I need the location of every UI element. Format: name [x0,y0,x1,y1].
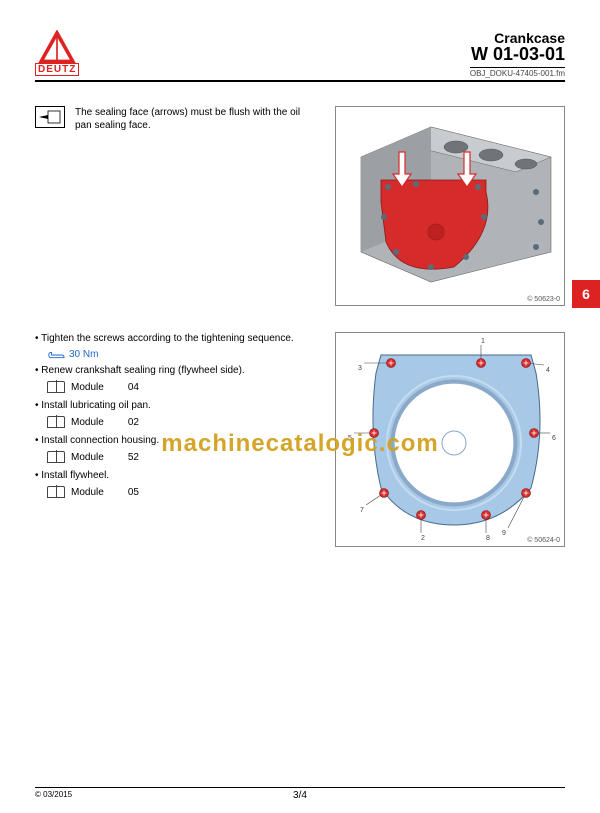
wrench-icon [47,350,65,360]
module-ref: Module 05 [47,486,325,498]
page-header: DEUTZ Crankcase W 01-03-01 OBJ_DOKU-4740… [35,30,565,82]
module-num: 04 [128,382,139,393]
torque-value: 30 Nm [69,349,98,360]
module-num: 52 [128,452,139,463]
svg-text:8: 8 [486,535,490,542]
module-num: 05 [128,487,139,498]
note-text: The sealing face (arrows) must be flush … [75,106,325,306]
instruction-list: Tighten the screws according to the tigh… [35,332,325,504]
module-ref: Module 04 [47,381,325,393]
svg-text:5: 5 [348,435,352,442]
footer-page-number: 3/4 [293,790,307,801]
step-renew-ring: Renew crankshaft sealing ring (flywheel … [35,364,325,377]
svg-text:9: 9 [502,530,506,537]
step-flywheel: Install flywheel. [35,469,325,482]
svg-text:6: 6 [552,435,556,442]
brand-logo: DEUTZ [35,30,79,76]
book-icon [47,381,65,393]
step-tighten: Tighten the screws according to the tigh… [35,332,325,345]
module-ref: Module 52 [47,451,325,463]
book-icon [47,416,65,428]
book-icon [47,486,65,498]
figure-1-caption: © 50623-0 [527,296,560,303]
header-right: Crankcase W 01-03-01 OBJ_DOKU-47405-001.… [470,30,565,78]
svg-text:4: 4 [546,367,550,374]
page-footer: © 03/2015 3/4 [35,787,565,799]
step-oil-pan: Install lubricating oil pan. [35,399,325,412]
section-tab: 6 [572,280,600,308]
svg-text:7: 7 [360,507,364,514]
section-note: The sealing face (arrows) must be flush … [35,106,565,306]
module-num: 02 [128,417,139,428]
module-label: Module [71,417,104,428]
module-label: Module [71,382,104,393]
book-icon [47,451,65,463]
deutz-logo-icon [36,30,78,64]
page-code: W 01-03-01 [470,44,565,65]
svg-text:1: 1 [481,338,485,345]
svg-text:2: 2 [421,535,425,542]
section-steps: Tighten the screws according to the tigh… [35,332,565,547]
module-ref: Module 02 [47,416,325,428]
figure-2-caption: © 50624-0 [527,537,560,544]
module-label: Module [71,487,104,498]
module-label: Module [71,452,104,463]
torque-spec: 30 Nm [47,349,325,360]
doc-ref: OBJ_DOKU-47405-001.fm [470,67,565,78]
step-connection-housing: Install connection housing. [35,434,325,447]
figure-1: © 50623-0 [335,106,565,306]
page: DEUTZ Crankcase W 01-03-01 OBJ_DOKU-4740… [0,0,600,813]
svg-text:3: 3 [358,365,362,372]
note-icon [35,106,65,128]
figure-2: 1 3 4 5 6 7 9 2 8 © 50624-0 [335,332,565,547]
footer-date: © 03/2015 [35,790,72,799]
brand-name: DEUTZ [35,63,79,76]
